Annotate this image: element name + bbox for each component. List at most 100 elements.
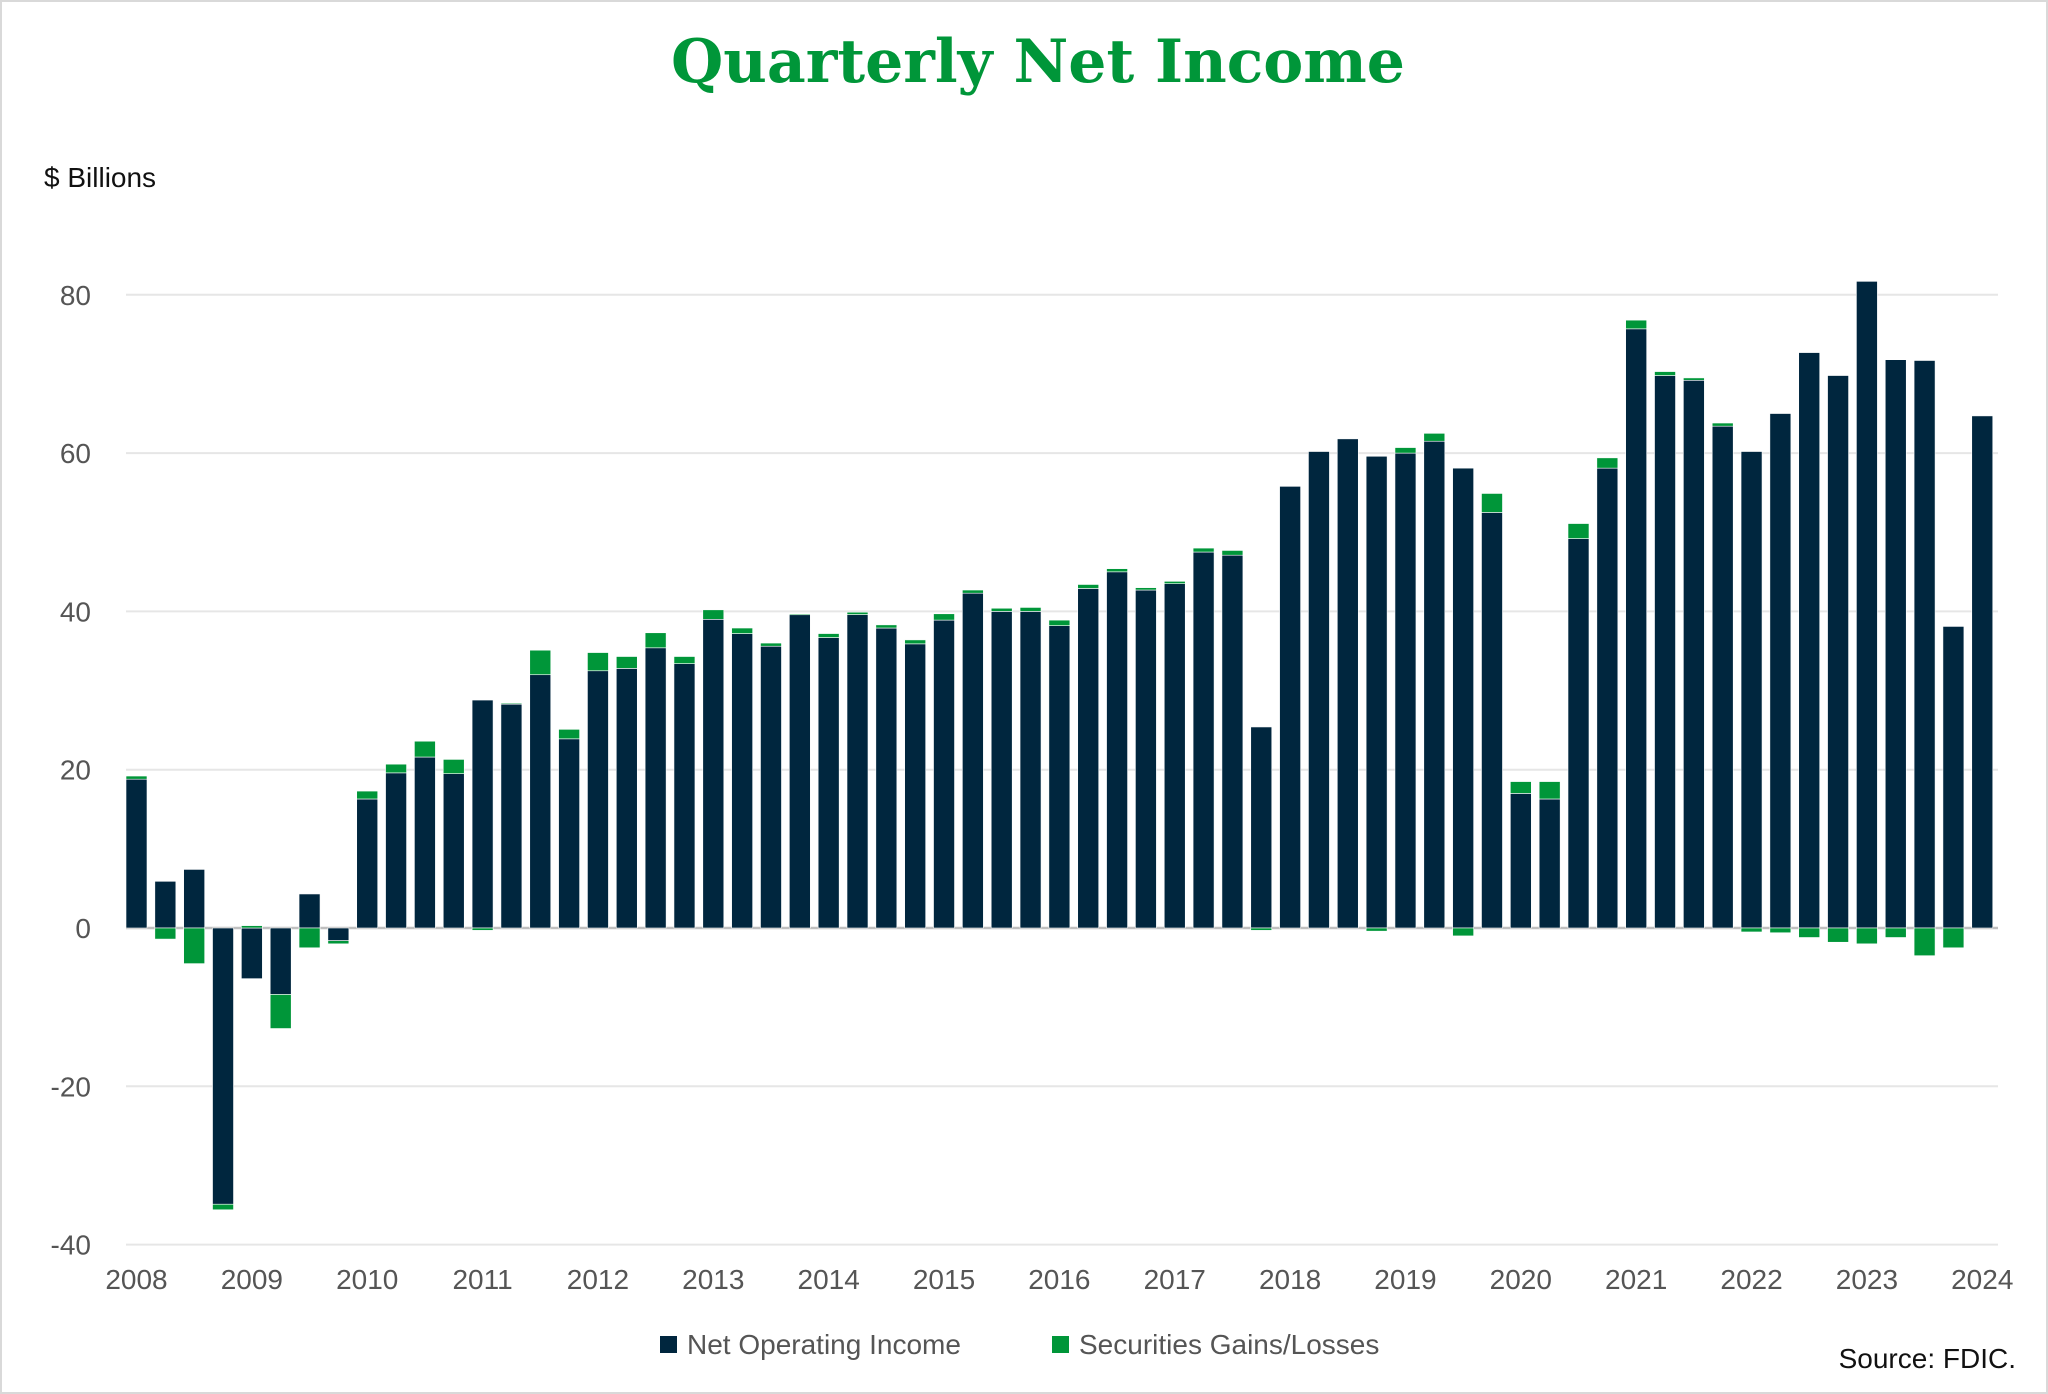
bar-net-operating-income: [1163, 583, 1186, 929]
bar-securities-gains-losses: [1596, 457, 1619, 469]
bar-net-operating-income: [990, 611, 1013, 929]
bar-securities-gains-losses: [1423, 433, 1446, 442]
bar-net-operating-income: [1394, 452, 1417, 929]
bar-net-operating-income: [1221, 554, 1244, 929]
bar-net-operating-income: [1481, 512, 1503, 929]
bar-securities-gains-losses: [933, 613, 955, 621]
y-tick-label: -40: [51, 1230, 91, 1261]
bar-net-operating-income: [1048, 625, 1071, 929]
bar-securities-gains-losses: [1654, 371, 1676, 376]
bar-net-operating-income: [731, 633, 753, 929]
bar-net-operating-income: [1538, 798, 1561, 929]
bar-net-operating-income: [558, 738, 580, 929]
bar-net-operating-income: [962, 592, 984, 929]
x-tick-label: 2023: [1836, 1264, 1898, 1295]
bar-net-operating-income: [241, 927, 263, 979]
bar-net-operating-income: [269, 927, 292, 995]
x-tick-label: 2022: [1720, 1264, 1782, 1295]
y-tick-label: -20: [51, 1071, 91, 1102]
bar-net-operating-income: [1942, 626, 1965, 929]
bar-net-operating-income: [471, 699, 494, 929]
bar-net-operating-income: [1913, 360, 1936, 929]
x-tick-label: 2013: [682, 1264, 744, 1295]
y-tick-label: 20: [60, 755, 91, 786]
x-tick-label: 2012: [567, 1264, 629, 1295]
bar-net-operating-income: [875, 627, 898, 929]
bar-net-operating-income: [1711, 425, 1734, 929]
bar-securities-gains-losses: [702, 609, 725, 620]
bar-securities-gains-losses: [644, 632, 667, 649]
bar-securities-gains-losses: [1740, 927, 1763, 933]
legend: Net Operating Income Securities Gains/Lo…: [660, 1329, 1379, 1360]
bar-securities-gains-losses: [1135, 587, 1157, 591]
bar-net-operating-income: [212, 927, 234, 1205]
bar-net-operating-income: [1798, 352, 1821, 929]
bar-securities-gains-losses: [125, 775, 148, 780]
y-axis-label: $ Billions: [44, 162, 156, 193]
bar-net-operating-income: [1683, 379, 1705, 929]
bar-net-operating-income: [1077, 588, 1100, 929]
bar-securities-gains-losses: [1942, 927, 1965, 949]
bar-net-operating-income: [183, 869, 205, 929]
bar-securities-gains-losses: [414, 740, 436, 758]
bar-securities-gains-losses: [1827, 927, 1849, 943]
bar-securities-gains-losses: [1769, 927, 1792, 934]
x-tick-labels: 2008 2009 2010 2011 2012 2013 2014 2015 2016 2017…: [105, 1264, 2013, 1295]
bar-securities-gains-losses: [385, 763, 407, 774]
legend-label-net-operating-income: Net Operating Income: [687, 1329, 961, 1360]
bar-securities-gains-losses: [1019, 607, 1042, 612]
bar-securities-gains-losses: [442, 759, 465, 774]
bar-net-operating-income: [1250, 726, 1273, 929]
bar-net-operating-income: [1769, 413, 1792, 929]
x-tick-label: 2011: [452, 1264, 512, 1295]
bars: [125, 281, 1994, 1211]
bar-securities-gains-losses: [1683, 377, 1705, 381]
bar-net-operating-income: [356, 798, 379, 929]
bar-securities-gains-losses: [1884, 927, 1907, 938]
bar-securities-gains-losses: [558, 729, 580, 740]
bar-net-operating-income: [385, 772, 407, 929]
bar-net-operating-income: [500, 703, 523, 929]
bar-net-operating-income: [1336, 438, 1359, 929]
bar-net-operating-income: [1884, 359, 1907, 929]
x-tick-label: 2009: [221, 1264, 283, 1295]
x-tick-label: 2018: [1259, 1264, 1321, 1295]
bar-securities-gains-losses: [760, 642, 782, 647]
x-tick-label: 2017: [1144, 1264, 1206, 1295]
bar-net-operating-income: [1971, 415, 1994, 929]
bar-securities-gains-losses: [298, 927, 321, 949]
bar-securities-gains-losses: [269, 994, 292, 1029]
bar-securities-gains-losses: [471, 927, 494, 931]
bar-securities-gains-losses: [1250, 927, 1273, 931]
bar-net-operating-income: [1856, 281, 1878, 929]
bar-securities-gains-losses: [1221, 550, 1244, 556]
x-tick-label: 2015: [913, 1264, 975, 1295]
bar-securities-gains-losses: [1856, 927, 1878, 945]
bar-securities-gains-losses: [183, 927, 205, 964]
bar-securities-gains-losses: [1711, 422, 1734, 427]
bar-net-operating-income: [846, 614, 869, 929]
bar-net-operating-income: [414, 756, 436, 929]
bar-securities-gains-losses: [904, 639, 926, 645]
bar-securities-gains-losses: [1481, 493, 1503, 513]
legend-swatch-securities-gains-losses: [1052, 1336, 1069, 1353]
bar-securities-gains-losses: [529, 649, 552, 676]
bar-net-operating-income: [529, 674, 552, 929]
bar-net-operating-income: [1106, 571, 1128, 929]
y-tick-labels: -40 -20 0 20 40 60 80: [51, 280, 91, 1261]
source-note: Source: FDIC.: [1839, 1343, 2016, 1374]
x-tick-label: 2016: [1028, 1264, 1090, 1295]
bar-net-operating-income: [587, 670, 609, 929]
bar-net-operating-income: [1308, 451, 1330, 929]
bar-net-operating-income: [1192, 551, 1215, 929]
legend-swatch-net-operating-income: [660, 1336, 677, 1353]
x-tick-label: 2014: [798, 1264, 860, 1295]
bar-net-operating-income: [298, 893, 321, 929]
bar-securities-gains-losses: [1106, 568, 1128, 573]
bar-net-operating-income: [1423, 440, 1446, 929]
bar-net-operating-income: [1365, 455, 1388, 929]
chart-title: Quarterly Net Income: [671, 27, 1405, 97]
bar-net-operating-income: [933, 619, 955, 929]
bar-securities-gains-losses: [1365, 927, 1388, 932]
